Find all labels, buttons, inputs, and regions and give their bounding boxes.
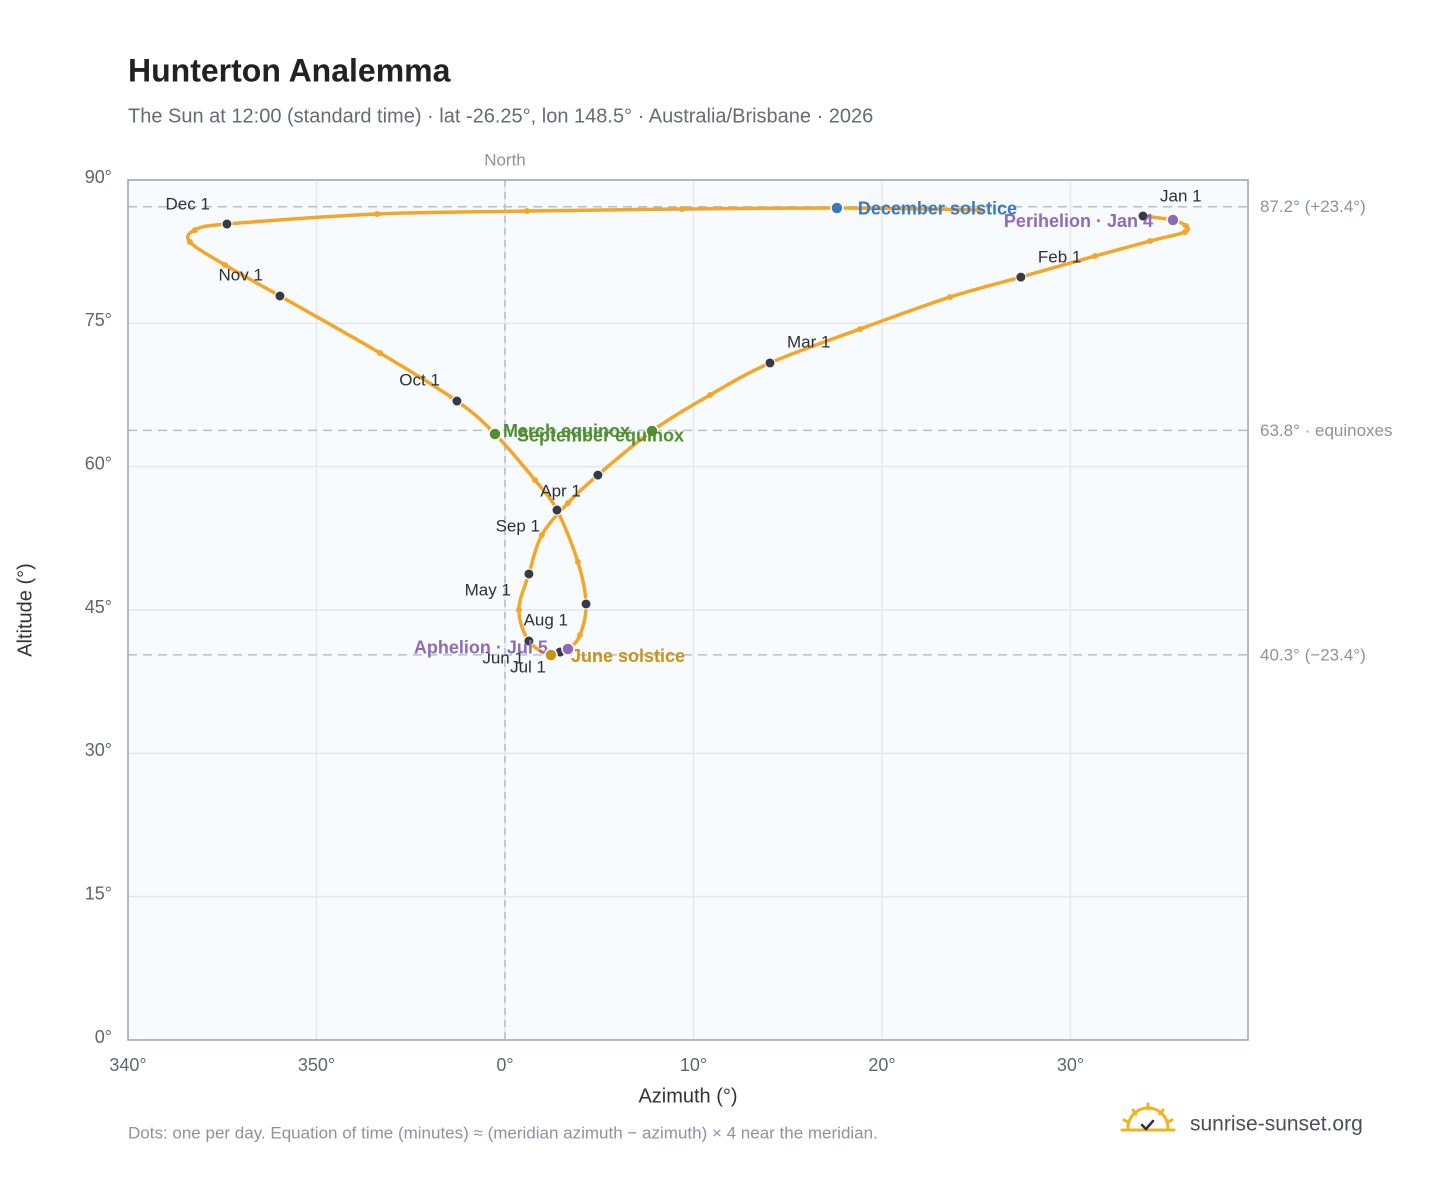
month-label: Jan 1 — [1160, 187, 1202, 206]
month-marker — [274, 290, 286, 302]
day-dot — [576, 632, 583, 639]
month-marker — [1015, 271, 1027, 283]
reference-label: 63.8° · equinoxes — [1260, 421, 1393, 440]
month-label: May 1 — [465, 580, 511, 599]
month-marker — [592, 469, 604, 481]
chart-title: Hunterton Analemma — [128, 52, 451, 88]
reference-label: 87.2° (+23.4°) — [1260, 197, 1366, 216]
day-dot — [678, 206, 685, 213]
y-axis-label: Altitude (°) — [14, 563, 36, 657]
event-marker — [830, 201, 844, 215]
day-dot — [377, 350, 384, 357]
x-tick-label: 340° — [109, 1055, 146, 1075]
event-marker — [544, 648, 558, 662]
day-dot — [946, 294, 953, 301]
day-dot — [707, 392, 714, 398]
chart-subtitle: The Sun at 12:00 (standard time) · lat -… — [128, 105, 873, 127]
day-dot — [538, 531, 545, 538]
reference-label: 40.3° (−23.4°) — [1260, 645, 1366, 664]
event-label: September equinox — [517, 426, 684, 446]
month-marker — [551, 504, 563, 516]
event-label: Aphelion · Jul 5 — [414, 638, 548, 658]
event-marker — [645, 424, 659, 438]
x-axis-label: Azimuth (°) — [638, 1085, 737, 1107]
day-dot — [564, 500, 571, 507]
event-label: Perihelion · Jan 4 — [1004, 211, 1153, 231]
x-tick-label: 350° — [298, 1055, 335, 1075]
day-dot — [976, 207, 983, 214]
plot-border — [127, 179, 1249, 1041]
day-dot — [1181, 229, 1188, 236]
event-marker — [488, 427, 502, 441]
month-label: Aug 1 — [524, 610, 568, 629]
day-dot — [524, 208, 531, 215]
event-label: December solstice — [858, 199, 1017, 219]
x-tick-label: 30° — [1057, 1055, 1084, 1075]
month-label: Dec 1 — [166, 195, 210, 214]
month-label: Oct 1 — [399, 371, 440, 390]
footnote: Dots: one per day. Equation of time (min… — [128, 1123, 878, 1142]
month-marker — [221, 218, 233, 230]
month-marker — [523, 568, 535, 580]
day-dot — [574, 559, 581, 566]
day-dot — [1182, 223, 1189, 230]
month-label: Mar 1 — [787, 332, 830, 351]
y-tick-label: 90° — [85, 167, 112, 187]
event-label: March equinox — [503, 421, 630, 441]
day-dot — [531, 477, 538, 484]
month-marker — [1137, 210, 1149, 222]
x-tick-label: 20° — [868, 1055, 895, 1075]
month-label: Feb 1 — [1038, 248, 1081, 267]
event-marker — [561, 642, 575, 656]
day-dot — [1091, 253, 1098, 260]
day-dot — [222, 262, 229, 269]
month-label: Apr 1 — [540, 482, 581, 501]
x-tick-label: 10° — [680, 1055, 707, 1075]
meridian-label: North — [484, 150, 526, 169]
y-tick-label: 45° — [85, 597, 112, 617]
day-dot — [1146, 238, 1153, 245]
brand-logo — [1120, 1102, 1176, 1132]
month-label: Jun 1 — [482, 649, 524, 668]
month-marker — [764, 357, 776, 369]
y-tick-label: 0° — [95, 1027, 112, 1047]
event-marker — [1166, 213, 1180, 227]
month-marker — [580, 598, 592, 610]
x-tick-label: 0° — [496, 1055, 513, 1075]
day-dot — [191, 227, 198, 234]
month-label: Sep 1 — [496, 517, 540, 536]
day-dot — [856, 326, 863, 333]
y-tick-label: 15° — [85, 883, 112, 903]
day-dot — [373, 211, 380, 218]
y-tick-label: 60° — [85, 453, 112, 473]
event-label: June solstice — [571, 646, 685, 666]
month-marker — [451, 395, 463, 407]
month-label: Jul 1 — [510, 658, 546, 677]
month-label: Nov 1 — [219, 265, 263, 284]
month-marker — [523, 635, 535, 647]
analemma-path — [185, 206, 1191, 658]
day-dot — [515, 607, 522, 613]
y-tick-label: 30° — [85, 740, 112, 760]
day-dot — [187, 239, 194, 246]
y-tick-label: 75° — [85, 310, 112, 330]
brand-name: sunrise-sunset.org — [1190, 1113, 1363, 1136]
